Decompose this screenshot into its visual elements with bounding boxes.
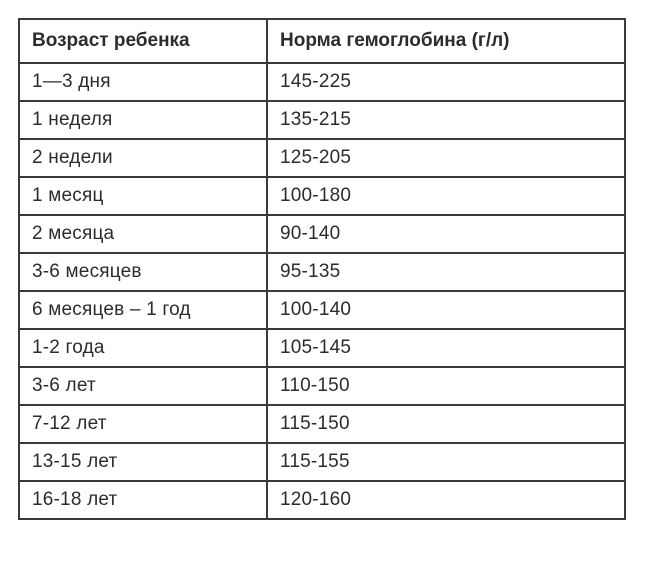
page-container: Возраст ребенка Норма гемоглобина (г/л) … bbox=[0, 0, 648, 562]
cell-age: 2 недели bbox=[19, 139, 267, 177]
cell-value: 145-225 bbox=[267, 63, 625, 101]
cell-age: 13-15 лет bbox=[19, 443, 267, 481]
table-row: 2 недели 125-205 bbox=[19, 139, 625, 177]
cell-value: 120-160 bbox=[267, 481, 625, 519]
cell-value: 95-135 bbox=[267, 253, 625, 291]
table-body: 1—3 дня 145-225 1 неделя 135-215 2 недел… bbox=[19, 63, 625, 519]
cell-value: 115-150 bbox=[267, 405, 625, 443]
table-row: 1—3 дня 145-225 bbox=[19, 63, 625, 101]
cell-age: 1 неделя bbox=[19, 101, 267, 139]
col-header-hemoglobin: Норма гемоглобина (г/л) bbox=[267, 19, 625, 63]
col-header-age: Возраст ребенка bbox=[19, 19, 267, 63]
table-row: 6 месяцев – 1 год 100-140 bbox=[19, 291, 625, 329]
cell-value: 135-215 bbox=[267, 101, 625, 139]
cell-value: 100-140 bbox=[267, 291, 625, 329]
table-row: 7-12 лет 115-150 bbox=[19, 405, 625, 443]
cell-age: 7-12 лет bbox=[19, 405, 267, 443]
cell-value: 90-140 bbox=[267, 215, 625, 253]
cell-value: 100-180 bbox=[267, 177, 625, 215]
table-row: 16-18 лет 120-160 bbox=[19, 481, 625, 519]
table-row: 1 неделя 135-215 bbox=[19, 101, 625, 139]
table-row: 3-6 месяцев 95-135 bbox=[19, 253, 625, 291]
cell-age: 1—3 дня bbox=[19, 63, 267, 101]
cell-value: 105-145 bbox=[267, 329, 625, 367]
cell-age: 1 месяц bbox=[19, 177, 267, 215]
cell-age: 3-6 лет bbox=[19, 367, 267, 405]
table-row: 13-15 лет 115-155 bbox=[19, 443, 625, 481]
table-row: 1-2 года 105-145 bbox=[19, 329, 625, 367]
cell-age: 3-6 месяцев bbox=[19, 253, 267, 291]
cell-value: 115-155 bbox=[267, 443, 625, 481]
cell-age: 6 месяцев – 1 год bbox=[19, 291, 267, 329]
table-row: 1 месяц 100-180 bbox=[19, 177, 625, 215]
cell-age: 2 месяца bbox=[19, 215, 267, 253]
cell-value: 125-205 bbox=[267, 139, 625, 177]
table-row: 3-6 лет 110-150 bbox=[19, 367, 625, 405]
cell-age: 16-18 лет bbox=[19, 481, 267, 519]
table-header-row: Возраст ребенка Норма гемоглобина (г/л) bbox=[19, 19, 625, 63]
cell-age: 1-2 года bbox=[19, 329, 267, 367]
table-row: 2 месяца 90-140 bbox=[19, 215, 625, 253]
hemoglobin-table: Возраст ребенка Норма гемоглобина (г/л) … bbox=[18, 18, 626, 520]
cell-value: 110-150 bbox=[267, 367, 625, 405]
